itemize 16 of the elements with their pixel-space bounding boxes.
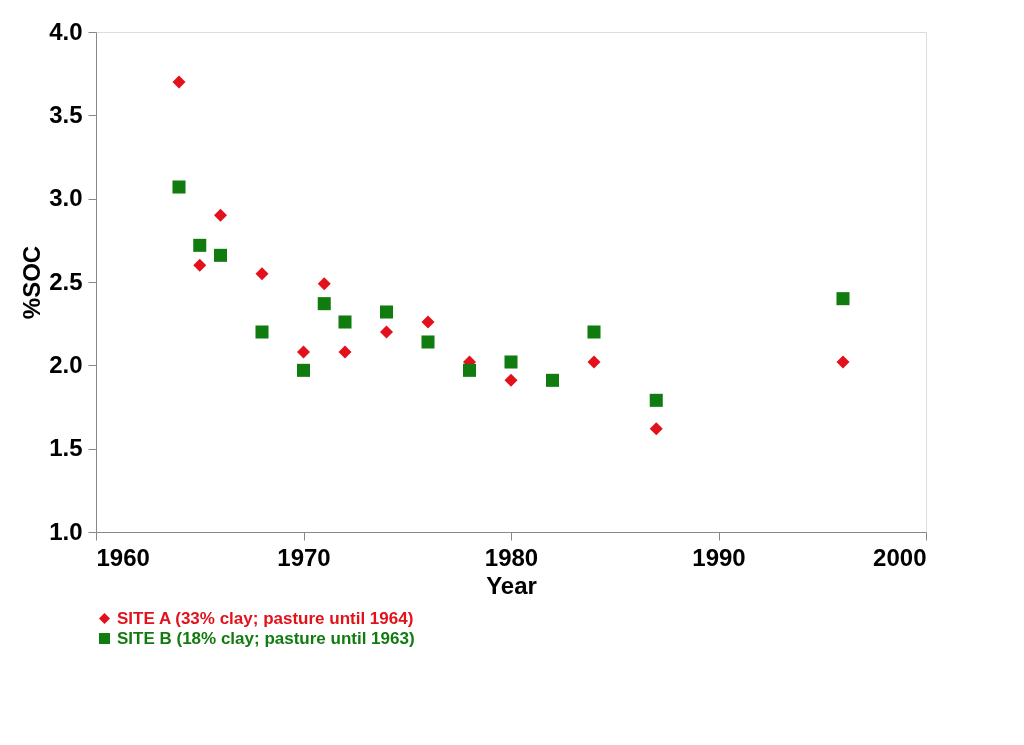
y-tick-label: 3.5 [49, 100, 83, 128]
y-axis-title: %SOC [18, 245, 46, 320]
y-tick-label: 1.5 [49, 434, 83, 462]
y-tick-label: 2.0 [49, 350, 83, 378]
legend-label: SITE B (18% clay; pasture until 1963) [117, 628, 415, 648]
x-tick-label: 1970 [277, 543, 331, 571]
y-tick-label: 3.0 [49, 184, 83, 212]
y-tick-label: 2.5 [49, 267, 83, 295]
x-tick-label: 2000 [873, 543, 927, 571]
y-tick-label: 4.0 [49, 17, 83, 45]
legend-label: SITE A (33% clay; pasture until 1964) [117, 608, 414, 628]
x-axis-title: Year [486, 571, 537, 599]
x-tick-label: 1990 [692, 543, 746, 571]
y-tick-label: 1.0 [49, 517, 83, 545]
x-tick-label: 1960 [96, 543, 150, 571]
x-tick-label: 1980 [484, 543, 539, 571]
